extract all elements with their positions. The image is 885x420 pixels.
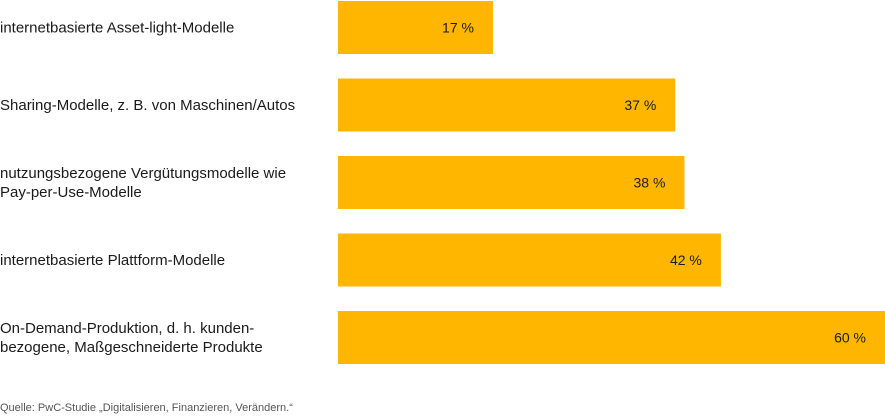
category-label-line: internetbasierte Plattform-Modelle bbox=[0, 252, 225, 269]
category-label-1: internetbasierte Asset-light-Modelle bbox=[0, 20, 234, 37]
value-label-5: 60 % bbox=[834, 330, 866, 346]
category-label-line: Pay-per-Use-Modelle bbox=[0, 184, 142, 201]
bar-4 bbox=[338, 233, 721, 287]
category-label-4: internetbasierte Plattform-Modelle bbox=[0, 252, 225, 269]
source-note: Quelle: PwC-Studie „Digitalisieren, Fina… bbox=[0, 402, 293, 414]
category-label-line: bezogene, Maßgeschneiderte Produkte bbox=[0, 339, 263, 356]
value-label-1: 17 % bbox=[442, 20, 474, 36]
value-label-3: 38 % bbox=[634, 175, 666, 191]
category-label-3: nutzungsbezogene Vergütungsmodelle wie Pa… bbox=[0, 165, 286, 201]
category-label-line: Sharing-Modelle, z. B. von Maschinen/Aut… bbox=[0, 97, 295, 114]
category-label-line: nutzungsbezogene Vergütungsmodelle wie bbox=[0, 165, 286, 182]
bar-chart: 17 % internetbasierte Asset-light-Modelle… bbox=[0, 1, 885, 364]
bar-3 bbox=[338, 156, 685, 209]
bar-2 bbox=[338, 78, 676, 132]
value-label-2: 37 % bbox=[624, 97, 656, 113]
category-label-2: Sharing-Modelle, z. B. von Maschinen/Aut… bbox=[0, 97, 295, 114]
bar-1 bbox=[338, 1, 493, 54]
category-label-line: internetbasierte Asset-light-Modelle bbox=[0, 20, 234, 37]
value-label-4: 42 % bbox=[670, 252, 702, 268]
category-label-5: On-Demand-Produktion, d. h. kunden-bezog… bbox=[0, 320, 263, 356]
category-label-line: On-Demand-Produktion, d. h. kunden- bbox=[0, 320, 254, 337]
bar-5 bbox=[338, 311, 885, 364]
